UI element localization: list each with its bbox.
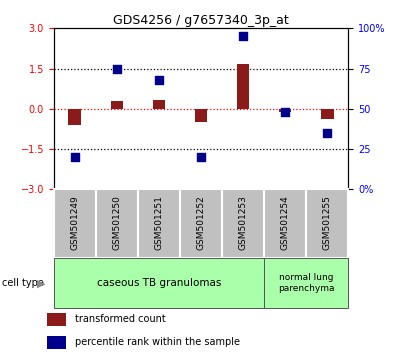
Bar xyxy=(321,109,334,119)
Bar xyxy=(195,109,207,122)
Text: GSM501254: GSM501254 xyxy=(281,195,290,250)
Bar xyxy=(306,189,348,258)
Point xyxy=(72,154,78,160)
Point xyxy=(198,154,204,160)
Bar xyxy=(138,189,180,258)
Title: GDS4256 / g7657340_3p_at: GDS4256 / g7657340_3p_at xyxy=(113,14,289,27)
Bar xyxy=(54,189,96,258)
Bar xyxy=(47,336,66,349)
Text: cell type: cell type xyxy=(2,278,44,288)
Text: GSM501253: GSM501253 xyxy=(238,195,248,250)
Point xyxy=(114,66,120,72)
Point xyxy=(324,130,330,136)
Bar xyxy=(222,189,264,258)
Bar xyxy=(180,189,222,258)
Text: GSM501249: GSM501249 xyxy=(70,195,79,250)
Bar xyxy=(279,109,291,112)
Bar xyxy=(264,258,348,308)
Text: GSM501250: GSM501250 xyxy=(112,195,121,250)
Point xyxy=(240,34,246,39)
Point xyxy=(156,77,162,83)
Text: GSM501251: GSM501251 xyxy=(154,195,164,250)
Bar xyxy=(96,189,138,258)
Point xyxy=(282,109,288,115)
Bar xyxy=(47,313,66,326)
Bar xyxy=(152,100,165,109)
Text: ▶: ▶ xyxy=(37,278,45,288)
Text: percentile rank within the sample: percentile rank within the sample xyxy=(75,337,240,348)
Text: GSM501252: GSM501252 xyxy=(197,195,205,250)
Bar xyxy=(54,258,264,308)
Bar xyxy=(264,189,306,258)
Text: transformed count: transformed count xyxy=(75,314,166,325)
Bar xyxy=(111,101,123,109)
Text: GSM501255: GSM501255 xyxy=(323,195,332,250)
Text: normal lung
parenchyma: normal lung parenchyma xyxy=(278,274,334,293)
Bar xyxy=(237,64,250,109)
Text: caseous TB granulomas: caseous TB granulomas xyxy=(97,278,221,288)
Bar xyxy=(68,109,81,126)
